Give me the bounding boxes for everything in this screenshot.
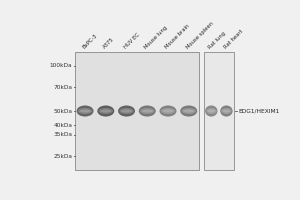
Text: 25kDa: 25kDa	[53, 154, 72, 159]
Text: EDG1/HEXIM1: EDG1/HEXIM1	[238, 109, 280, 114]
Text: HUV EC: HUV EC	[123, 33, 141, 50]
Ellipse shape	[119, 108, 134, 114]
Ellipse shape	[142, 109, 153, 113]
Ellipse shape	[160, 105, 176, 117]
Ellipse shape	[80, 109, 91, 113]
Ellipse shape	[161, 108, 175, 114]
Ellipse shape	[97, 105, 114, 117]
Ellipse shape	[78, 108, 92, 114]
Ellipse shape	[163, 109, 173, 113]
Text: Mouse lung: Mouse lung	[144, 25, 169, 50]
Text: 70kDa: 70kDa	[53, 85, 72, 90]
Ellipse shape	[118, 105, 135, 117]
Ellipse shape	[76, 105, 94, 117]
Ellipse shape	[182, 108, 196, 114]
Ellipse shape	[139, 105, 156, 117]
Text: 100kDa: 100kDa	[50, 63, 72, 68]
Text: BxPC-3: BxPC-3	[82, 33, 98, 50]
Bar	[204, 52, 234, 170]
Ellipse shape	[222, 109, 230, 113]
Ellipse shape	[207, 109, 215, 113]
Text: A375: A375	[102, 37, 116, 50]
Text: 50kDa: 50kDa	[53, 109, 72, 114]
Ellipse shape	[99, 108, 113, 114]
Ellipse shape	[140, 108, 154, 114]
Ellipse shape	[206, 108, 217, 114]
Bar	[75, 52, 199, 170]
Text: Mouse brain: Mouse brain	[164, 24, 191, 50]
Ellipse shape	[183, 109, 194, 113]
Ellipse shape	[205, 105, 218, 117]
Text: Rat heart: Rat heart	[223, 29, 244, 50]
Text: Rat lung: Rat lung	[208, 31, 227, 50]
Ellipse shape	[220, 105, 232, 117]
Ellipse shape	[100, 109, 111, 113]
Ellipse shape	[121, 109, 132, 113]
Text: 40kDa: 40kDa	[53, 123, 72, 128]
Ellipse shape	[221, 108, 232, 114]
Text: Mouse spleen: Mouse spleen	[185, 21, 214, 50]
Ellipse shape	[180, 105, 197, 117]
Text: 35kDa: 35kDa	[53, 132, 72, 137]
